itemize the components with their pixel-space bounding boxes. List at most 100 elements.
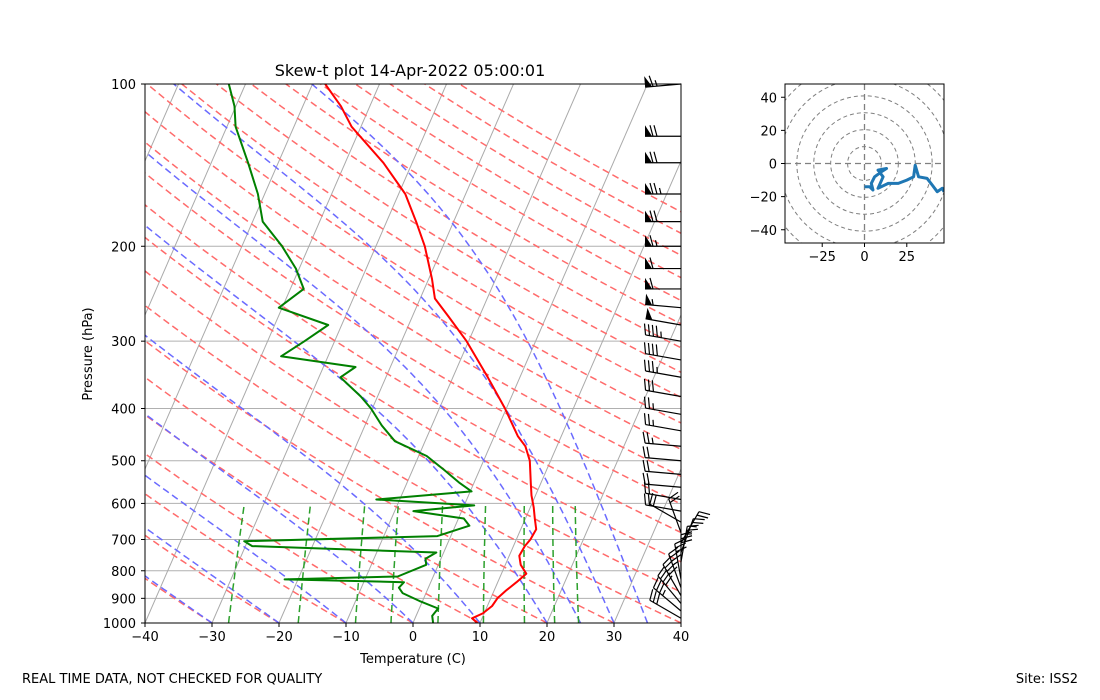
wind-barb bbox=[643, 359, 682, 378]
wind-barb bbox=[642, 472, 682, 488]
wind-barb bbox=[642, 446, 682, 462]
wind-barb-shaft bbox=[668, 498, 682, 533]
y-tick-label: 800 bbox=[111, 565, 136, 580]
wind-barb bbox=[642, 431, 682, 447]
dry-adiabat-line bbox=[145, 304, 681, 623]
wind-barb bbox=[645, 307, 682, 326]
isotherm-line bbox=[680, 621, 681, 623]
site-label: Site: ISS2 bbox=[1015, 672, 1078, 687]
wind-barb bbox=[649, 589, 682, 619]
wind-barb-feather bbox=[652, 577, 659, 589]
skew-t-series bbox=[227, 84, 538, 623]
wind-barb-feather bbox=[642, 459, 646, 472]
wind-barb bbox=[645, 293, 682, 309]
wind-barb-half-feather bbox=[654, 80, 658, 87]
isotherm-line bbox=[412, 84, 648, 623]
wind-barb-feather bbox=[643, 493, 647, 505]
hodograph-y-tick-label: −20 bbox=[750, 191, 777, 206]
moist-adiabat-line bbox=[145, 474, 347, 623]
hodograph-x-tick-label: −25 bbox=[808, 250, 835, 265]
dry-adiabat-line bbox=[146, 84, 681, 424]
wind-barb-feather bbox=[643, 323, 647, 335]
wind-barb-feather bbox=[659, 569, 668, 580]
mixing-ratio-line bbox=[482, 503, 487, 623]
mixing-ratio-line bbox=[297, 503, 312, 623]
dry-adiabat-line bbox=[354, 84, 681, 279]
wind-barb-feather bbox=[647, 397, 651, 409]
wind-barb bbox=[643, 413, 682, 432]
wind-barb-feather bbox=[643, 359, 647, 372]
dry-adiabat-line bbox=[145, 413, 481, 623]
chart-title: Skew-t plot 14-Apr-2022 05:00:01 bbox=[275, 61, 546, 80]
wind-barb-feather bbox=[646, 473, 650, 485]
x-tick-label: −40 bbox=[131, 630, 158, 645]
wind-barb-feather bbox=[651, 360, 655, 373]
hodograph-grid bbox=[785, 84, 944, 243]
wind-barb-feather bbox=[646, 460, 650, 472]
wind-barb-feather bbox=[649, 235, 654, 247]
dry-adiabat-line bbox=[145, 577, 213, 623]
wind-barb-pennant bbox=[645, 257, 652, 269]
wind-barb-feather bbox=[653, 151, 658, 163]
moist-adiabat-line bbox=[145, 334, 481, 623]
wind-barb-feather bbox=[696, 514, 709, 519]
wind-barb-shaft bbox=[657, 575, 682, 604]
wind-barb-feather bbox=[652, 591, 657, 603]
wind-barb-feather bbox=[643, 396, 647, 409]
wind-barb-feather bbox=[655, 344, 658, 356]
isotherm-line bbox=[145, 84, 313, 471]
wind-barb-feather bbox=[655, 579, 662, 591]
mixing-ratio-line bbox=[437, 503, 444, 623]
mixing-ratio-line bbox=[574, 503, 580, 623]
wind-barb-feather bbox=[646, 446, 650, 459]
x-tick-label: 10 bbox=[472, 630, 489, 645]
hodograph-y-tick-label: 0 bbox=[769, 158, 777, 173]
isotherm-line bbox=[145, 84, 380, 623]
wind-barb-half-feather bbox=[690, 525, 697, 528]
y-axis-label: Pressure (hPa) bbox=[81, 307, 96, 400]
wind-barb-feather bbox=[652, 494, 657, 507]
wind-barb-shaft bbox=[668, 553, 682, 588]
wind-barb-shaft bbox=[653, 587, 682, 612]
wind-barb-feather bbox=[687, 524, 699, 527]
wind-barb-feather bbox=[642, 472, 646, 485]
hodograph-y-tick-label: 20 bbox=[760, 124, 777, 139]
wind-barb-shaft bbox=[645, 318, 682, 326]
wind-barb-feather bbox=[649, 589, 654, 601]
wind-barb-feather bbox=[643, 413, 647, 425]
x-tick-label: 0 bbox=[409, 630, 417, 645]
wind-barb-feather bbox=[649, 151, 654, 163]
wind-barb bbox=[643, 396, 682, 415]
mixing-ratio-line bbox=[390, 503, 400, 623]
wind-barb-feather bbox=[659, 582, 665, 594]
skew-t-plot: −40 −30 −20 −10 0 10 20 30 40 1000 900 800 700 600 500… bbox=[81, 61, 689, 667]
isotherm-line bbox=[145, 84, 246, 317]
mixing-ratio-line bbox=[523, 503, 526, 623]
wind-barb bbox=[645, 125, 681, 137]
wind-barb bbox=[645, 235, 681, 247]
hodograph-plot: −25 0 25 40 20 0 −20 −40 bbox=[750, 83, 945, 265]
skew-t-ticks: −40 −30 −20 −10 0 10 20 30 40 1000 900 800 700 600 500… bbox=[103, 78, 689, 645]
wind-barb-feather bbox=[646, 432, 650, 444]
wind-barb-feather bbox=[643, 378, 647, 391]
dry-adiabat-line bbox=[145, 534, 280, 623]
wind-barb bbox=[645, 151, 681, 164]
dry-adiabat-line bbox=[216, 84, 681, 374]
wind-barb-feather bbox=[649, 257, 654, 269]
mixing-ratio-line bbox=[551, 503, 556, 623]
isotherm-line bbox=[211, 84, 447, 623]
hodograph-series bbox=[864, 163, 944, 194]
x-tick-label: 30 bbox=[606, 630, 623, 645]
wind-barb-pennant bbox=[645, 293, 653, 306]
mixing-ratio-line bbox=[227, 503, 246, 623]
wind-barb-feather bbox=[649, 277, 654, 290]
wind-barb-feather bbox=[651, 343, 655, 356]
wind-barb-feather bbox=[642, 431, 646, 444]
y-tick-label: 100 bbox=[111, 78, 136, 93]
wind-barb-shaft bbox=[645, 303, 682, 309]
wind-barb-shaft bbox=[645, 334, 682, 342]
wind-barb-feather bbox=[643, 342, 647, 354]
isotherm-line bbox=[345, 84, 581, 623]
hodograph-y-tick-label: 40 bbox=[760, 91, 777, 106]
dry-adiabat-line bbox=[145, 452, 414, 623]
